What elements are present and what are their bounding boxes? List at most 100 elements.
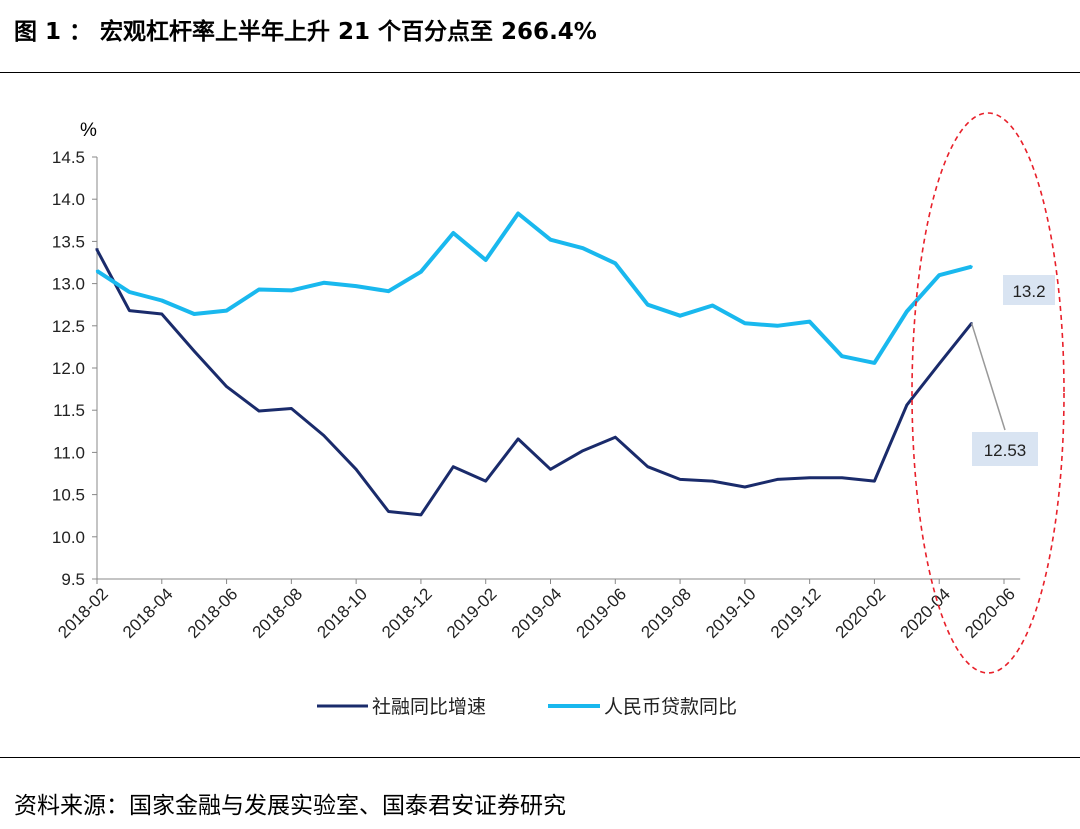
data-point-social-financing <box>743 485 747 489</box>
x-tick-label: 2020-02 <box>832 584 890 642</box>
data-point-social-financing <box>192 349 196 353</box>
data-point-social-financing <box>711 479 714 483</box>
data-label-box-rmb-loans <box>1003 275 1055 305</box>
data-point-social-financing <box>905 403 909 407</box>
data-point-rmb-loans <box>614 262 617 265</box>
data-point-social-financing <box>387 510 390 513</box>
legend-label-social-financing: 社融同比增速 <box>372 696 486 718</box>
x-tick-label: 2019-06 <box>573 584 631 642</box>
x-tick-label: 2018-08 <box>249 584 307 642</box>
data-point-social-financing <box>290 407 293 410</box>
data-point-rmb-loans <box>776 324 779 327</box>
data-point-rmb-loans <box>743 322 747 325</box>
y-tick-label: 14.5 <box>52 148 85 167</box>
data-point-social-financing <box>873 479 876 483</box>
data-point-rmb-loans <box>257 288 261 291</box>
data-point-rmb-loans <box>970 265 973 268</box>
data-point-rmb-loans <box>419 270 423 273</box>
x-axis-ticks: 2018-02 2018-04 2018-06 2018-08 2018-10 2018-… <box>54 579 1019 642</box>
footer-rule <box>0 757 1080 758</box>
x-tick-label: 2019-02 <box>443 584 501 642</box>
x-tick-label: 2019-08 <box>637 584 695 642</box>
data-point-social-financing <box>549 468 552 471</box>
y-tick-label: 10.0 <box>52 528 85 547</box>
data-point-social-financing <box>840 476 844 479</box>
y-tick-label: 12.0 <box>52 359 85 378</box>
data-point-social-financing <box>128 309 131 312</box>
data-point-rmb-loans <box>128 290 131 294</box>
chart-legend: 社融同比增速 人民币贷款同比 <box>317 696 737 718</box>
data-point-social-financing <box>322 434 325 437</box>
data-point-rmb-loans <box>225 309 228 312</box>
data-point-social-financing <box>354 468 358 471</box>
data-point-rmb-loans <box>484 258 487 262</box>
data-point-rmb-loans <box>160 299 163 302</box>
data-point-rmb-loans <box>290 289 293 292</box>
data-label-rmb-loans: 13.2 <box>1012 282 1045 301</box>
y-axis-ticks: 9.5 10.0 10.5 11.0 11.5 12.0 12.5 13.0 13.5 14.0 1… <box>52 148 97 589</box>
y-tick-label: 12.5 <box>52 317 85 336</box>
x-tick-label: 2020-06 <box>961 584 1019 642</box>
data-point-social-financing <box>938 362 941 365</box>
data-point-rmb-loans <box>938 273 941 277</box>
data-point-social-financing <box>776 478 779 481</box>
series-lines <box>95 211 973 517</box>
highlight-ellipse <box>911 112 1065 674</box>
x-tick-label: 2018-12 <box>378 584 436 642</box>
data-point-social-financing <box>452 465 455 468</box>
data-point-rmb-loans <box>873 361 876 365</box>
leader-line <box>970 323 1006 431</box>
data-point-rmb-loans <box>95 269 99 273</box>
data-point-social-financing <box>484 479 487 483</box>
x-tick-label: 2018-06 <box>184 584 242 642</box>
data-point-rmb-loans <box>905 310 909 313</box>
x-tick-label: 2019-12 <box>767 584 825 642</box>
data-point-rmb-loans <box>516 212 520 215</box>
line-chart: % 9.5 10.0 10.5 11.0 11.5 12.0 12.5 13.0 13.5 14.… <box>52 112 1065 718</box>
y-tick-label: 14.0 <box>52 190 85 209</box>
data-point-social-financing <box>581 449 585 452</box>
data-point-social-financing <box>808 476 811 479</box>
data-point-rmb-loans <box>354 284 358 288</box>
y-tick-label: 13.0 <box>52 275 85 294</box>
data-point-rmb-loans <box>549 238 552 241</box>
figure-title: 图 1 ： 宏观杠杆率上半年上升 21 个百分点至 266.4% <box>14 19 597 45</box>
data-point-social-financing <box>95 248 99 252</box>
data-label-social-financing: 12.53 <box>984 441 1027 460</box>
data-label-box-social-financing <box>972 432 1038 466</box>
title-rule <box>0 72 1080 73</box>
y-tick-label: 11.5 <box>53 401 85 420</box>
data-point-social-financing <box>678 478 682 481</box>
data-point-rmb-loans <box>646 303 649 306</box>
chart-annotations: 13.2 12.53 <box>911 112 1065 674</box>
series-line-social-financing <box>95 248 973 517</box>
x-tick-label: 2020-04 <box>896 584 954 642</box>
data-point-social-financing <box>160 312 163 316</box>
y-axis-unit: % <box>80 120 97 141</box>
data-point-social-financing <box>419 513 423 517</box>
data-point-social-financing <box>646 465 649 468</box>
data-point-social-financing <box>257 409 261 413</box>
data-point-social-financing <box>614 436 617 439</box>
y-tick-label: 10.5 <box>52 486 85 505</box>
data-point-rmb-loans <box>581 246 585 250</box>
source-note: 资料来源：国家金融与发展实验室、国泰君安证券研究 <box>14 793 566 819</box>
y-tick-label: 9.5 <box>61 570 85 589</box>
x-tick-label: 2019-04 <box>508 584 566 642</box>
x-tick-label: 2018-02 <box>54 584 112 642</box>
data-point-social-financing <box>225 385 228 388</box>
data-point-social-financing <box>516 437 520 441</box>
data-point-rmb-loans <box>678 314 682 317</box>
data-point-rmb-loans <box>387 289 390 293</box>
chart-axes: % <box>80 120 1021 580</box>
data-point-rmb-loans <box>840 354 844 358</box>
series-line-rmb-loans <box>95 211 973 365</box>
data-point-rmb-loans <box>452 231 455 235</box>
legend-label-rmb-loans: 人民币贷款同比 <box>604 696 737 718</box>
y-tick-label: 11.0 <box>53 443 85 462</box>
data-point-rmb-loans <box>322 281 325 284</box>
data-point-rmb-loans <box>192 312 196 316</box>
x-tick-label: 2018-10 <box>313 584 371 642</box>
x-tick-label: 2019-10 <box>702 584 760 642</box>
y-tick-label: 13.5 <box>52 232 85 251</box>
